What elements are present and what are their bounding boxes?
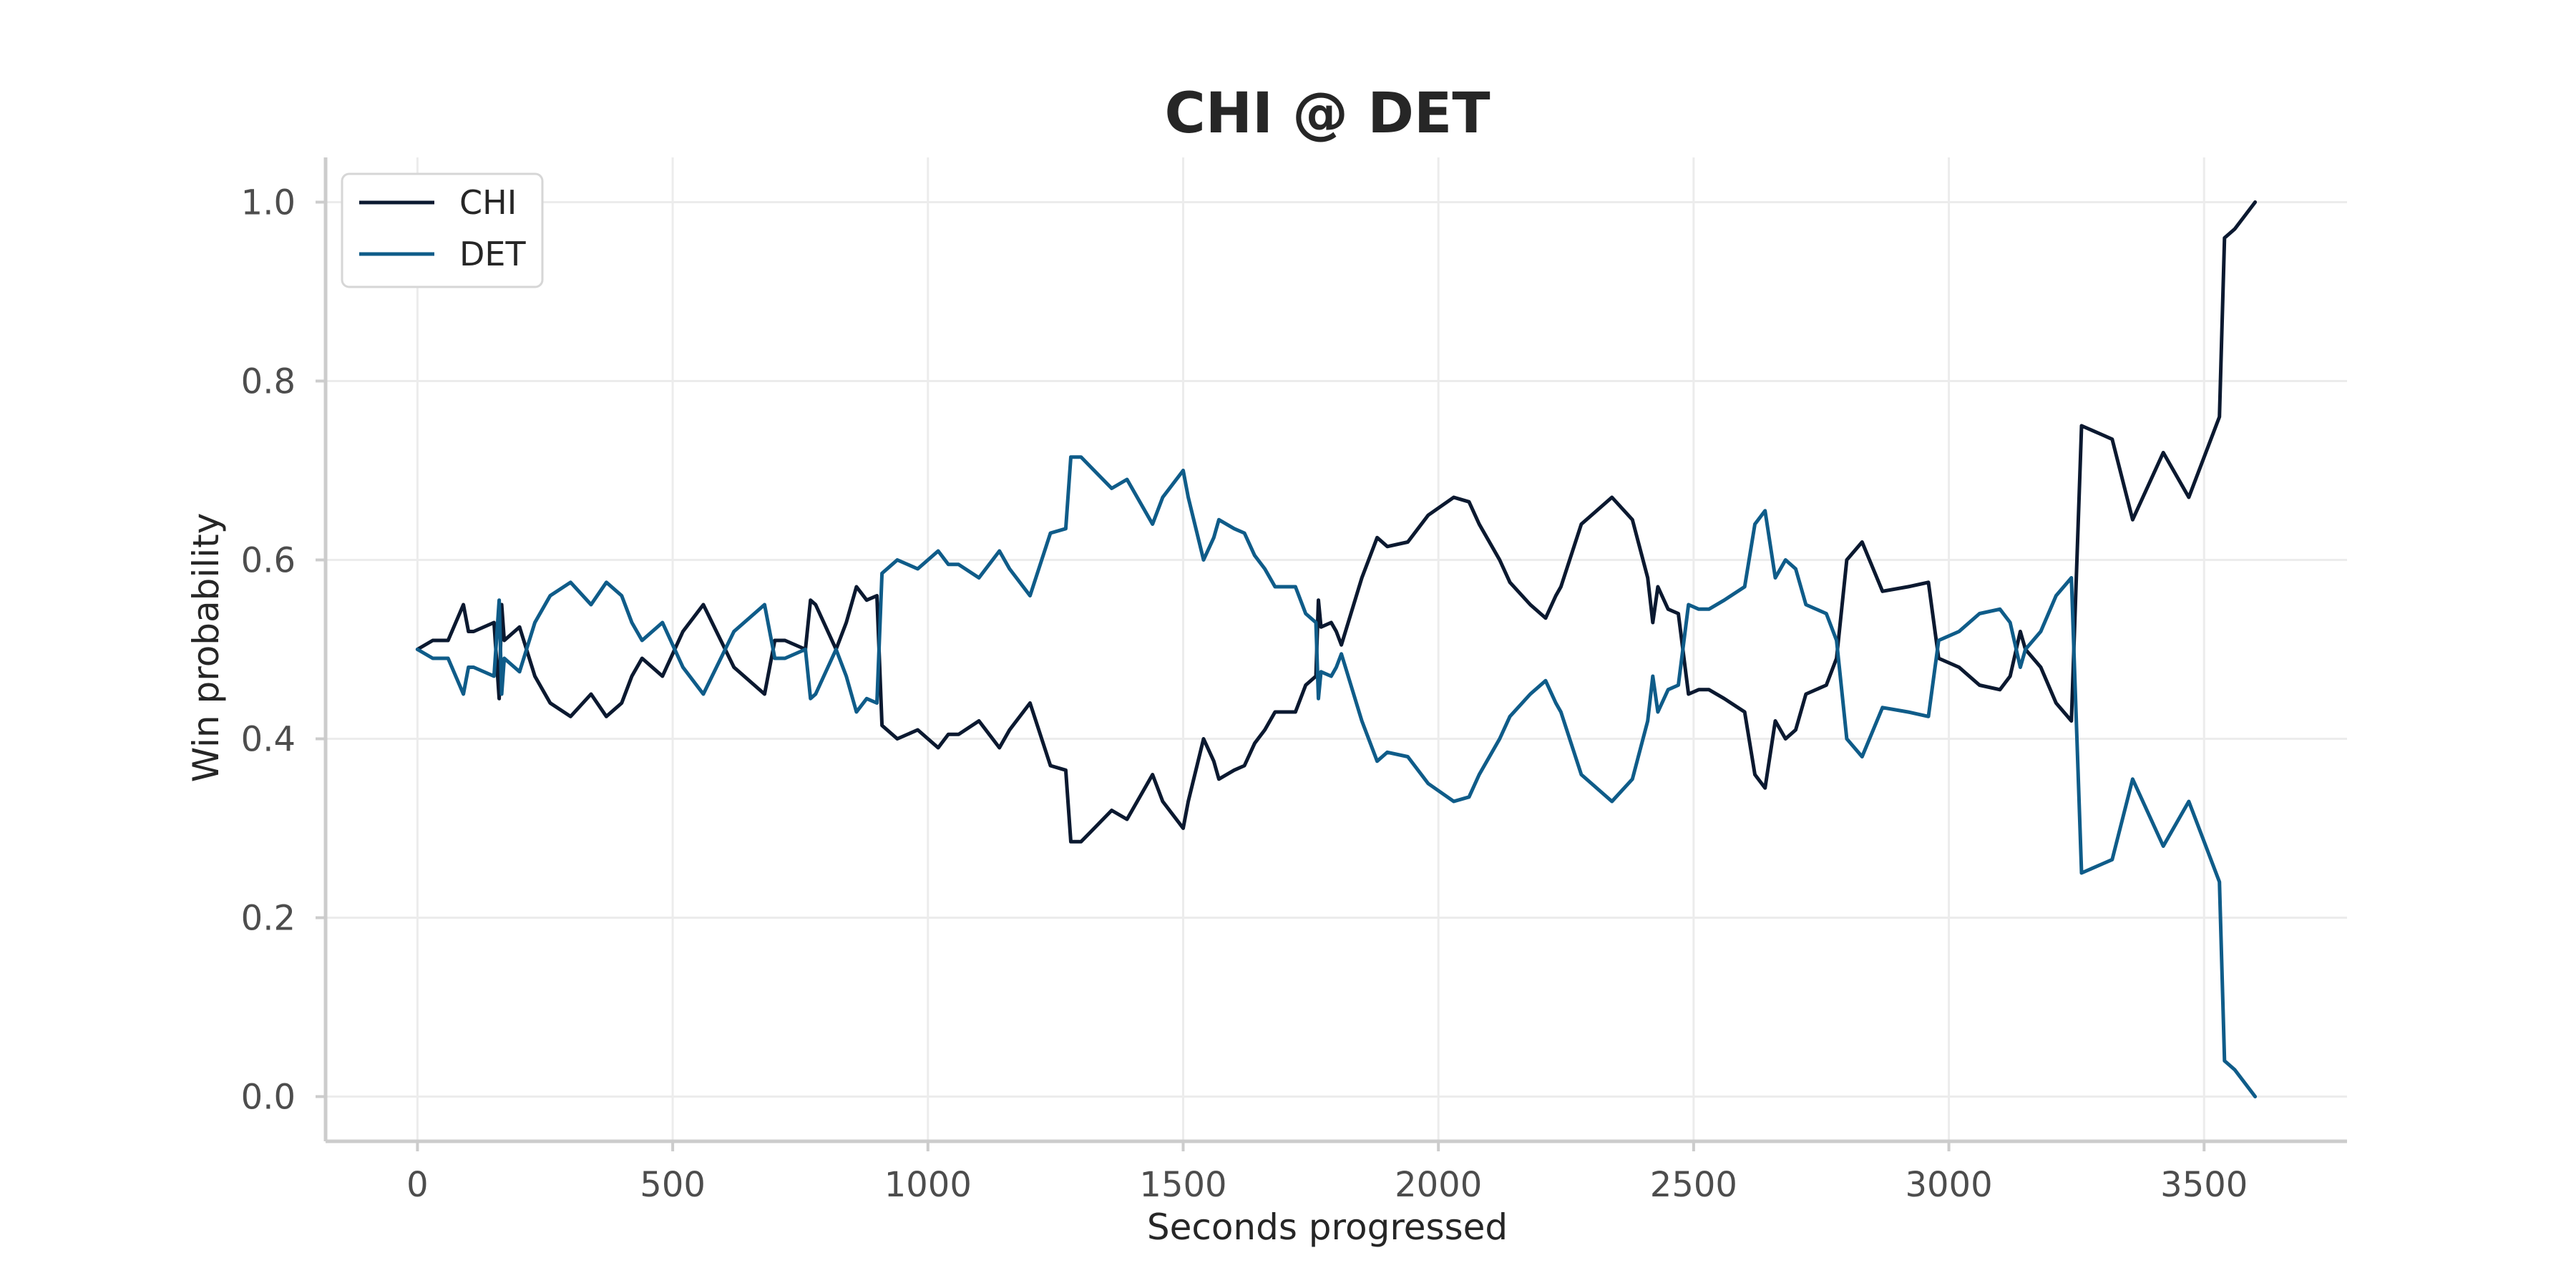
series-layer (415, 200, 2258, 1098)
x-gridlines (416, 157, 2205, 1141)
x-tick-label: 2000 (1395, 1165, 1482, 1205)
x-tick-label: 3000 (1905, 1165, 1992, 1205)
y-tick-label: 1.0 (241, 183, 296, 223)
y-axis-label: Win probability (185, 513, 227, 783)
y-tick-label: 0.6 (241, 541, 296, 581)
y-axis-ticks: 0.0 0.2 0.4 0.6 0.8 1.0 (241, 183, 326, 1118)
x-tick-label: 2500 (1650, 1165, 1737, 1205)
series-line-chi (415, 200, 2258, 844)
x-tick-label: 500 (640, 1165, 706, 1205)
y-tick-label: 0.8 (241, 362, 296, 402)
y-tick-label: 0.0 (241, 1078, 296, 1118)
x-tick-label: 3500 (2160, 1165, 2248, 1205)
legend-label-det: DET (459, 235, 526, 273)
x-axis-ticks: 0 500 1000 1500 2000 2500 3000 3500 (406, 1141, 2248, 1205)
chart-title: CHI @ DET (1164, 82, 1490, 146)
x-tick-label: 1000 (884, 1165, 972, 1205)
y-tick-label: 0.4 (241, 720, 296, 760)
series-line-det (415, 455, 2258, 1098)
legend: CHI DET (341, 172, 544, 288)
y-tick-label: 0.2 (241, 899, 296, 939)
legend-label-chi: CHI (459, 183, 517, 222)
y-gridlines (326, 201, 2347, 1098)
x-tick-label: 1500 (1139, 1165, 1226, 1205)
x-axis-label: Seconds progressed (1147, 1206, 1508, 1248)
x-tick-label: 0 (406, 1165, 429, 1205)
